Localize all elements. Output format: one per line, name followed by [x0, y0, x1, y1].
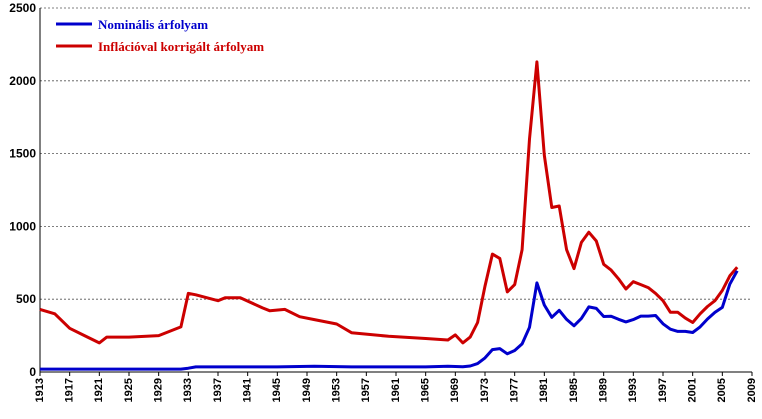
x-tick-label: 1957 [360, 378, 372, 402]
legend-label-inflation-adjusted: Inflációval korrigált árfolyam [98, 39, 264, 54]
x-tick-label: 1985 [568, 378, 580, 402]
series-line-nominal [40, 270, 739, 371]
x-tick-label: 1965 [420, 378, 432, 402]
y-tick-label: 1500 [9, 147, 36, 161]
x-tick-label: 1997 [657, 378, 669, 402]
x-tick-label: 1921 [93, 378, 105, 402]
x-tick-label: 1969 [449, 378, 461, 402]
x-tick-label: 2009 [746, 378, 758, 402]
x-tick-label: 2005 [716, 378, 728, 402]
x-tick-label: 1941 [242, 378, 254, 402]
x-tick-label: 1949 [301, 378, 313, 402]
x-tick-label: 1961 [390, 378, 402, 402]
x-tick-label: 1973 [479, 378, 491, 402]
x-tick-label: 1989 [598, 378, 610, 402]
x-tick-label: 2001 [687, 378, 699, 402]
x-tick-label: 1933 [182, 378, 194, 402]
x-tick-label: 1917 [64, 378, 76, 402]
y-tick-label: 2500 [9, 1, 36, 15]
x-tick-label: 1929 [153, 378, 165, 402]
y-tick-labels: 0 500 1000 1500 2000 2500 [9, 1, 36, 379]
series-line-inflation-adjusted [39, 60, 739, 345]
x-tick-label: 1925 [123, 378, 135, 402]
x-tick-label: 1953 [331, 378, 343, 402]
y-tick-label: 500 [16, 292, 36, 306]
y-tick-label: 1000 [9, 219, 36, 233]
y-tick-label: 2000 [9, 74, 36, 88]
x-tick-label: 1977 [509, 378, 521, 402]
series-lines [39, 60, 739, 371]
legend: Nominális árfolyam Inflációval korrigált… [56, 17, 264, 54]
x-tick-label: 1945 [271, 378, 283, 402]
x-tick-labels: 1913 1917 1921 1925 1929 1933 1937 1941 1945 1949… [34, 372, 758, 402]
grid-lines [40, 7, 752, 300]
x-tick-label: 1913 [34, 378, 46, 402]
y-tick-label: 0 [29, 365, 36, 379]
legend-label-nominal: Nominális árfolyam [98, 17, 208, 32]
x-tick-label: 1981 [538, 378, 550, 402]
x-tick-label: 1937 [212, 378, 224, 402]
x-tick-label: 1993 [627, 378, 639, 402]
